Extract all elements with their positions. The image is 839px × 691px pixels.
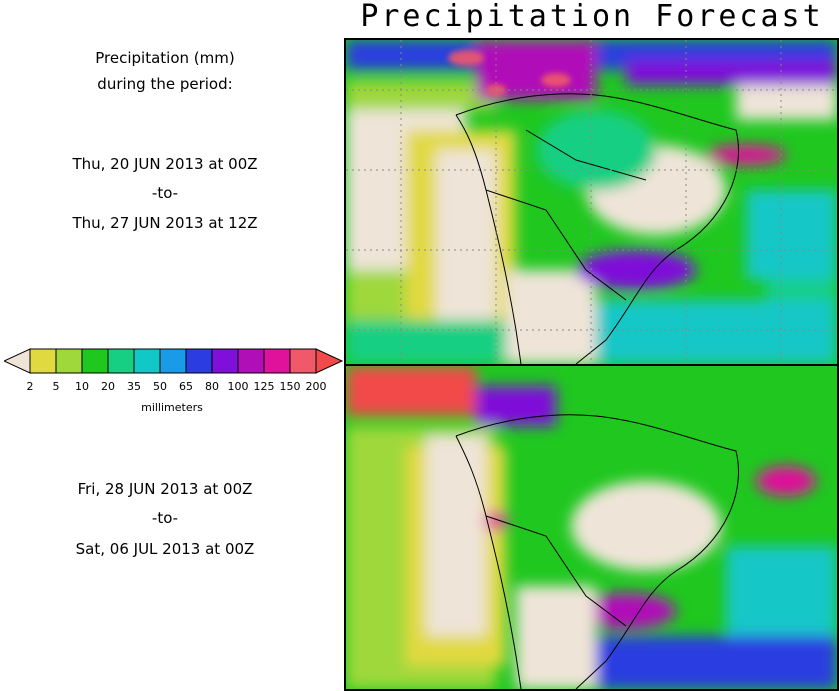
colorbar-swatch <box>107 348 135 374</box>
map-period2 <box>344 364 839 691</box>
colorbar-swatch <box>211 348 239 374</box>
colorbar-tick-label: 35 <box>127 380 141 393</box>
colorbar-swatch <box>133 348 161 374</box>
colorbar-swatch <box>185 348 213 374</box>
colorbar-tick-label: 150 <box>280 380 301 393</box>
colorbar-graphic: 2 5 10 20 35 50 65 80 100 125 150 200 millimeters <box>2 348 344 414</box>
colorbar-high-arrow <box>315 348 344 374</box>
colorbar-tick-label: 100 <box>228 380 249 393</box>
colorbar-swatch <box>159 348 187 374</box>
colorbar-tick-label: 80 <box>205 380 219 393</box>
colorbar-swatch <box>263 348 291 374</box>
period1-separator: -to- <box>151 184 179 202</box>
colorbar-swatch <box>55 348 83 374</box>
map-period1 <box>344 38 839 366</box>
colorbar-tick-label: 10 <box>75 380 89 393</box>
period2-start: Fri, 28 JUN 2013 at 00Z <box>77 480 253 498</box>
colorbar-unit-label: millimeters <box>141 401 203 414</box>
colorbar-tick-label: 20 <box>101 380 115 393</box>
colorbar-swatch <box>289 348 317 374</box>
colorbar-swatch <box>237 348 265 374</box>
period1-start: Thu, 20 JUN 2013 at 00Z <box>72 155 258 173</box>
period2-end: Sat, 06 JUL 2013 at 00Z <box>75 540 255 558</box>
colorbar-low-arrow <box>2 348 31 374</box>
legend-heading-line1: Precipitation (mm) <box>95 49 235 67</box>
period1-end: Thu, 27 JUN 2013 at 12Z <box>72 214 258 232</box>
colorbar: 2 5 10 20 35 50 65 80 100 125 150 200 millimeters <box>2 348 344 422</box>
colorbar-tick-label: 200 <box>306 380 327 393</box>
colorbar-tick-label: 5 <box>53 380 60 393</box>
chart-title: Precipitation Forecast <box>360 0 824 34</box>
colorbar-tick-label: 2 <box>27 380 34 393</box>
colorbar-swatch <box>29 348 57 374</box>
colorbar-tick-label: 65 <box>179 380 193 393</box>
colorbar-tick-label: 50 <box>153 380 167 393</box>
colorbar-swatch <box>81 348 109 374</box>
colorbar-tick-label: 125 <box>254 380 275 393</box>
legend-heading-line2: during the period: <box>97 75 233 93</box>
period2-separator: -to- <box>151 509 179 527</box>
